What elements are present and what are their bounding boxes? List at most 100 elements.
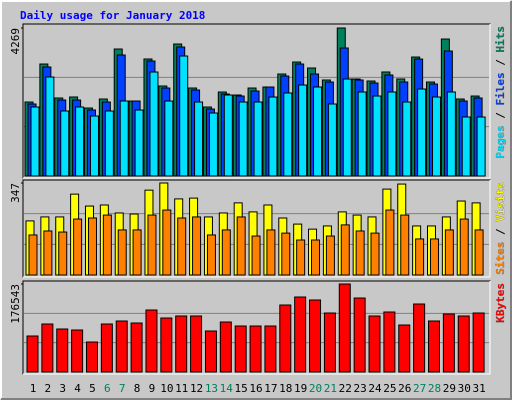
- bar: [461, 116, 471, 177]
- legend-separator: /: [494, 222, 507, 242]
- bar: [206, 234, 216, 276]
- bar: [296, 239, 306, 276]
- bar: [28, 234, 38, 276]
- bar: [177, 217, 187, 276]
- legend: Sites / Visits: [494, 182, 507, 275]
- x-tick-label: 1: [30, 382, 37, 395]
- bar: [60, 110, 70, 177]
- bar: [459, 218, 469, 276]
- bar: [476, 116, 486, 177]
- x-tick-label: 21: [324, 382, 337, 395]
- bar: [43, 230, 53, 276]
- x-tick-label: 26: [398, 382, 411, 395]
- x-tick-label: 27: [413, 382, 426, 395]
- bar: [429, 238, 439, 276]
- x-tick-label: 13: [205, 382, 218, 395]
- bar: [442, 313, 455, 373]
- bar: [132, 229, 142, 276]
- bar: [56, 328, 69, 373]
- panel-highlight: [23, 180, 491, 278]
- bar: [268, 96, 278, 177]
- bar: [251, 235, 261, 276]
- bar: [208, 112, 218, 177]
- bar: [75, 106, 85, 177]
- x-tick-label: 6: [104, 382, 111, 395]
- bar: [431, 96, 441, 177]
- bar: [85, 341, 98, 373]
- bar: [119, 100, 129, 177]
- bar: [472, 312, 485, 373]
- bar: [204, 330, 217, 373]
- bar: [236, 216, 246, 276]
- bar: [311, 239, 321, 276]
- bar: [355, 230, 365, 276]
- y-tick-label: 4269: [9, 28, 22, 55]
- bar: [175, 315, 188, 373]
- bar: [368, 315, 381, 373]
- bar: [223, 94, 233, 177]
- bar: [73, 218, 83, 276]
- legend-entry: Pages: [494, 125, 507, 158]
- x-tick-label: 29: [443, 382, 456, 395]
- bar: [398, 324, 411, 373]
- x-tick-label: 19: [294, 382, 307, 395]
- bar: [281, 232, 291, 276]
- bar: [179, 55, 189, 177]
- bar: [89, 115, 99, 177]
- bar: [104, 110, 114, 177]
- legend: KBytes: [494, 283, 507, 323]
- bar: [427, 320, 440, 373]
- x-tick-label: 5: [89, 382, 96, 395]
- bar: [340, 224, 350, 276]
- bar: [353, 297, 366, 373]
- bar: [417, 88, 427, 177]
- bar: [162, 209, 172, 276]
- bar: [387, 91, 397, 177]
- bar: [444, 229, 454, 276]
- bar: [221, 229, 231, 276]
- bar: [372, 95, 382, 177]
- legend-entry: Sites: [494, 242, 507, 275]
- bar: [160, 317, 173, 373]
- bar: [253, 101, 263, 177]
- legend-entry: Visits: [494, 182, 507, 222]
- bar: [192, 216, 202, 276]
- bar: [327, 103, 337, 177]
- bar: [415, 238, 425, 276]
- bar: [149, 71, 159, 177]
- bar: [71, 329, 84, 373]
- bar: [238, 101, 248, 177]
- x-tick-label: 28: [428, 382, 441, 395]
- bar: [130, 322, 143, 373]
- y-tick-label: 347: [9, 183, 22, 203]
- bar: [219, 321, 232, 373]
- bar: [338, 283, 351, 373]
- bar: [325, 235, 335, 276]
- chart-title: Daily usage for January 2018: [20, 9, 205, 22]
- x-tick-label: 8: [134, 382, 141, 395]
- legend-entry: KBytes: [494, 283, 507, 323]
- bar: [309, 299, 322, 373]
- bar: [102, 214, 112, 276]
- x-tick-label: 31: [472, 382, 485, 395]
- bar: [313, 86, 323, 177]
- x-tick-label: 4: [74, 382, 81, 395]
- bar: [266, 229, 276, 276]
- bar: [41, 323, 54, 373]
- bar: [298, 84, 308, 177]
- bar: [279, 304, 292, 373]
- x-tick-label: 3: [59, 382, 66, 395]
- x-tick-label: 22: [339, 382, 352, 395]
- bar: [249, 325, 262, 373]
- bar: [115, 320, 128, 373]
- bar: [45, 76, 55, 177]
- x-tick-label: 9: [149, 382, 156, 395]
- bar: [342, 78, 352, 177]
- bar: [283, 92, 293, 177]
- legend: Pages / Files / Hits: [494, 26, 507, 159]
- x-tick-label: 17: [264, 382, 277, 395]
- x-tick-label: 20: [309, 382, 322, 395]
- bar: [87, 217, 97, 276]
- bar: [264, 325, 277, 373]
